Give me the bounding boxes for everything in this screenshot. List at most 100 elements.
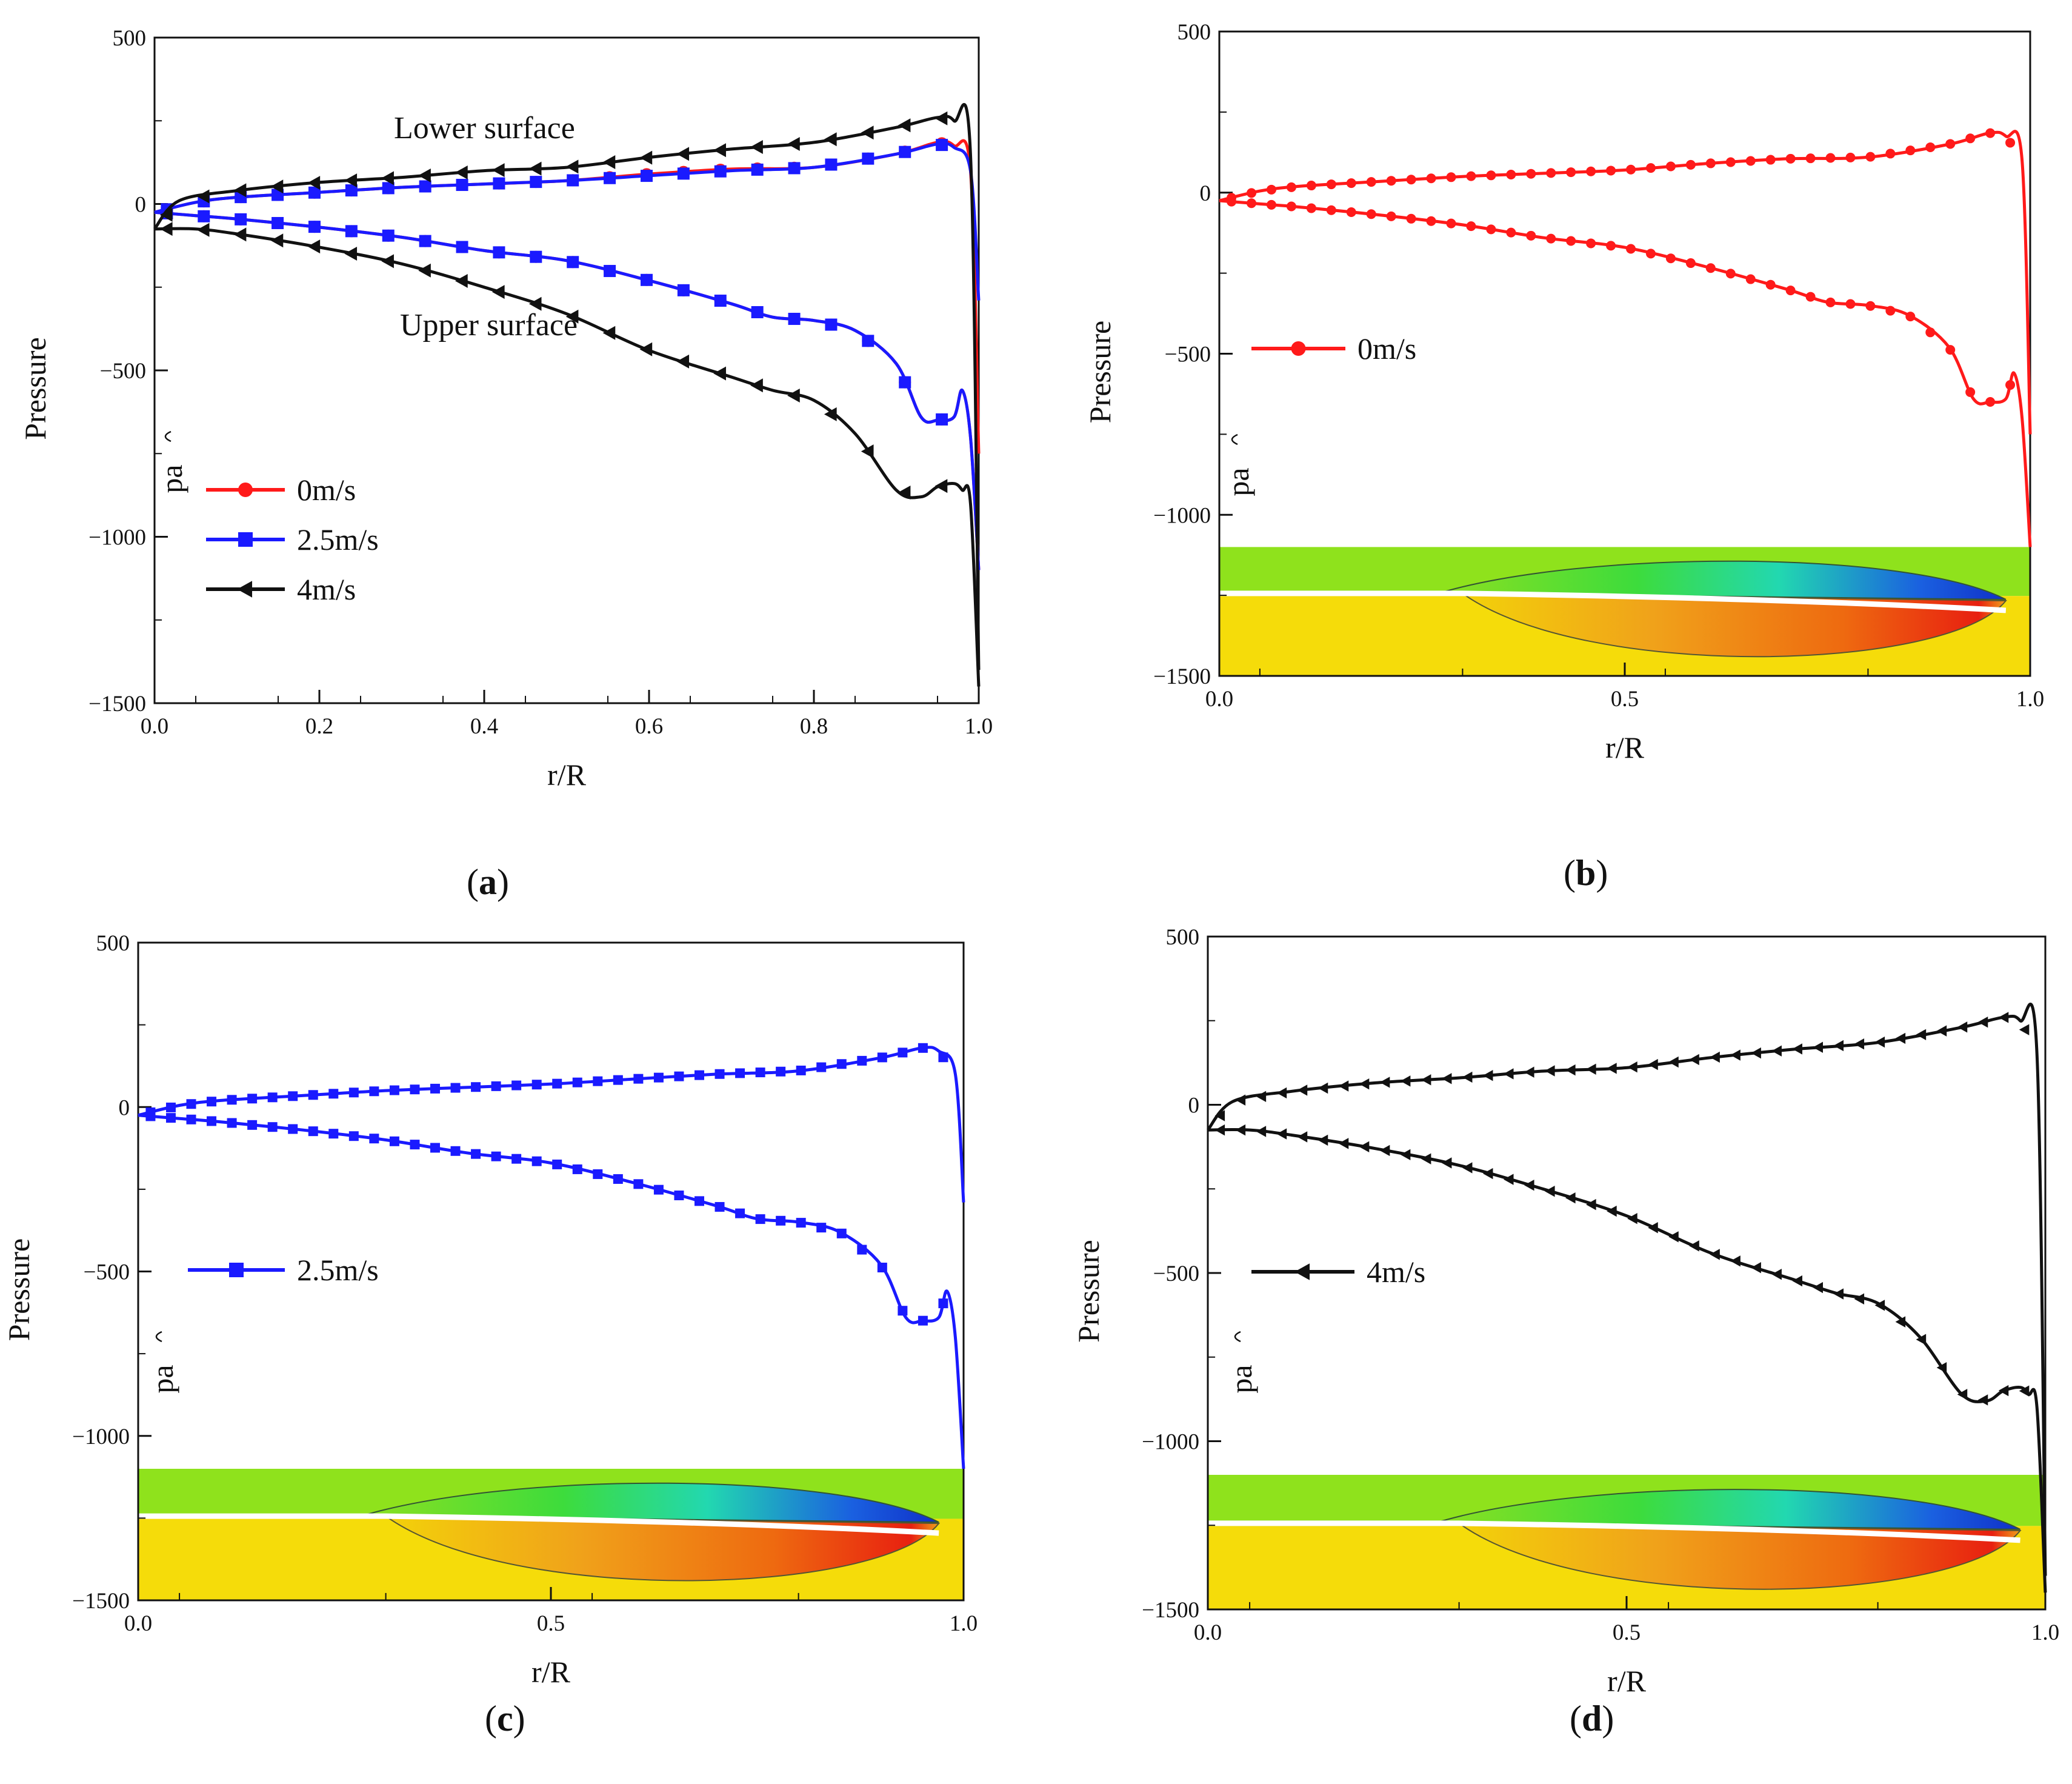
data-point — [936, 413, 948, 426]
data-point — [410, 1084, 420, 1095]
data-point — [572, 1164, 582, 1174]
data-point — [1771, 1268, 1782, 1280]
data-point — [1665, 161, 1676, 172]
data-point — [491, 163, 505, 178]
data-point — [1627, 1213, 1637, 1224]
data-point — [1346, 178, 1356, 189]
data-point — [456, 179, 468, 192]
data-point — [1306, 203, 1316, 213]
data-point — [1945, 345, 1956, 355]
data-point — [1359, 1078, 1370, 1090]
data-point — [567, 256, 579, 269]
data-point — [1545, 1186, 1555, 1197]
series-line-upper — [154, 227, 981, 687]
data-point — [1256, 1091, 1267, 1103]
series-line-upper — [154, 210, 981, 570]
data-point — [1710, 1051, 1720, 1063]
x-axis-label: r/R — [547, 758, 587, 792]
data-point — [430, 1143, 440, 1153]
data-point — [1845, 152, 1856, 162]
pressure-contour-image — [1208, 1475, 2045, 1609]
data-point — [1925, 327, 1936, 338]
data-point — [1359, 1141, 1370, 1153]
data-point — [267, 1122, 278, 1132]
data-point — [1486, 170, 1496, 181]
data-point — [776, 1215, 786, 1226]
data-point — [1985, 128, 1996, 138]
data-point — [1833, 1040, 1844, 1052]
data-point — [207, 1097, 217, 1107]
data-point — [493, 246, 505, 259]
data-point — [776, 1066, 786, 1077]
data-point — [2005, 138, 2016, 148]
data-point — [1895, 1316, 1906, 1328]
data-point — [1379, 1077, 1390, 1088]
data-point — [825, 158, 838, 171]
data-point — [410, 1140, 420, 1150]
data-point — [1965, 133, 1976, 144]
data-point — [1506, 227, 1516, 238]
data-point — [796, 1065, 806, 1075]
data-point — [898, 1047, 908, 1058]
data-point — [788, 162, 801, 175]
data-point — [1805, 153, 1816, 164]
data-point — [1462, 1162, 1473, 1174]
data-point — [1306, 181, 1316, 191]
y-axis-unit: pa — [145, 1365, 179, 1393]
panel-caption: (b) — [1564, 853, 1608, 893]
series-line-upper — [1219, 199, 2032, 547]
data-point — [345, 184, 358, 197]
data-point — [938, 1052, 948, 1063]
data-point — [1235, 1094, 1246, 1106]
data-point — [715, 1069, 725, 1079]
data-point — [750, 139, 763, 154]
data-point — [1462, 1071, 1473, 1083]
data-point — [1276, 1128, 1287, 1140]
data-point — [530, 250, 542, 263]
data-point — [676, 147, 690, 161]
data-point — [1406, 175, 1416, 185]
data-point — [899, 145, 911, 158]
data-point — [633, 1074, 644, 1084]
data-point — [165, 1102, 176, 1112]
data-point — [1985, 397, 1996, 407]
data-point — [1627, 1061, 1637, 1073]
y-axis-label: Pressure — [1083, 321, 1117, 423]
data-point — [1725, 157, 1736, 167]
data-point — [511, 1154, 522, 1164]
data-point — [898, 485, 911, 499]
data-point — [694, 1196, 704, 1206]
data-point — [836, 1059, 847, 1069]
data-point — [565, 309, 579, 324]
data-point — [1546, 233, 1556, 244]
data-point — [613, 1174, 623, 1184]
data-point — [1665, 253, 1676, 264]
legend-label: 4m/s — [297, 572, 356, 606]
data-point — [877, 1052, 887, 1063]
data-point — [694, 1070, 704, 1080]
data-point — [898, 1306, 908, 1316]
data-point — [196, 222, 210, 237]
data-point — [1705, 263, 1716, 273]
data-point — [247, 1120, 258, 1130]
data-point — [1730, 1049, 1741, 1061]
y-tick-label: −1500 — [88, 692, 146, 717]
data-point — [159, 222, 173, 236]
data-point — [1482, 1070, 1493, 1081]
x-tick-label: 0.0 — [124, 1611, 152, 1636]
legend-marker — [229, 1263, 244, 1277]
data-point — [1297, 1131, 1308, 1143]
data-point — [308, 186, 321, 199]
data-point — [1710, 1249, 1720, 1260]
data-point — [159, 207, 173, 222]
y-tick-label: −1500 — [72, 1589, 130, 1614]
data-point — [857, 1244, 867, 1255]
data-point — [714, 295, 727, 307]
legend-label: 0m/s — [1357, 332, 1416, 366]
y-axis-unit: pa — [1221, 467, 1255, 496]
series-2.5m/s — [154, 139, 981, 570]
data-point — [1400, 1075, 1411, 1087]
y-axis-label: Pressure — [18, 337, 52, 439]
legend-marker — [1291, 341, 1306, 356]
